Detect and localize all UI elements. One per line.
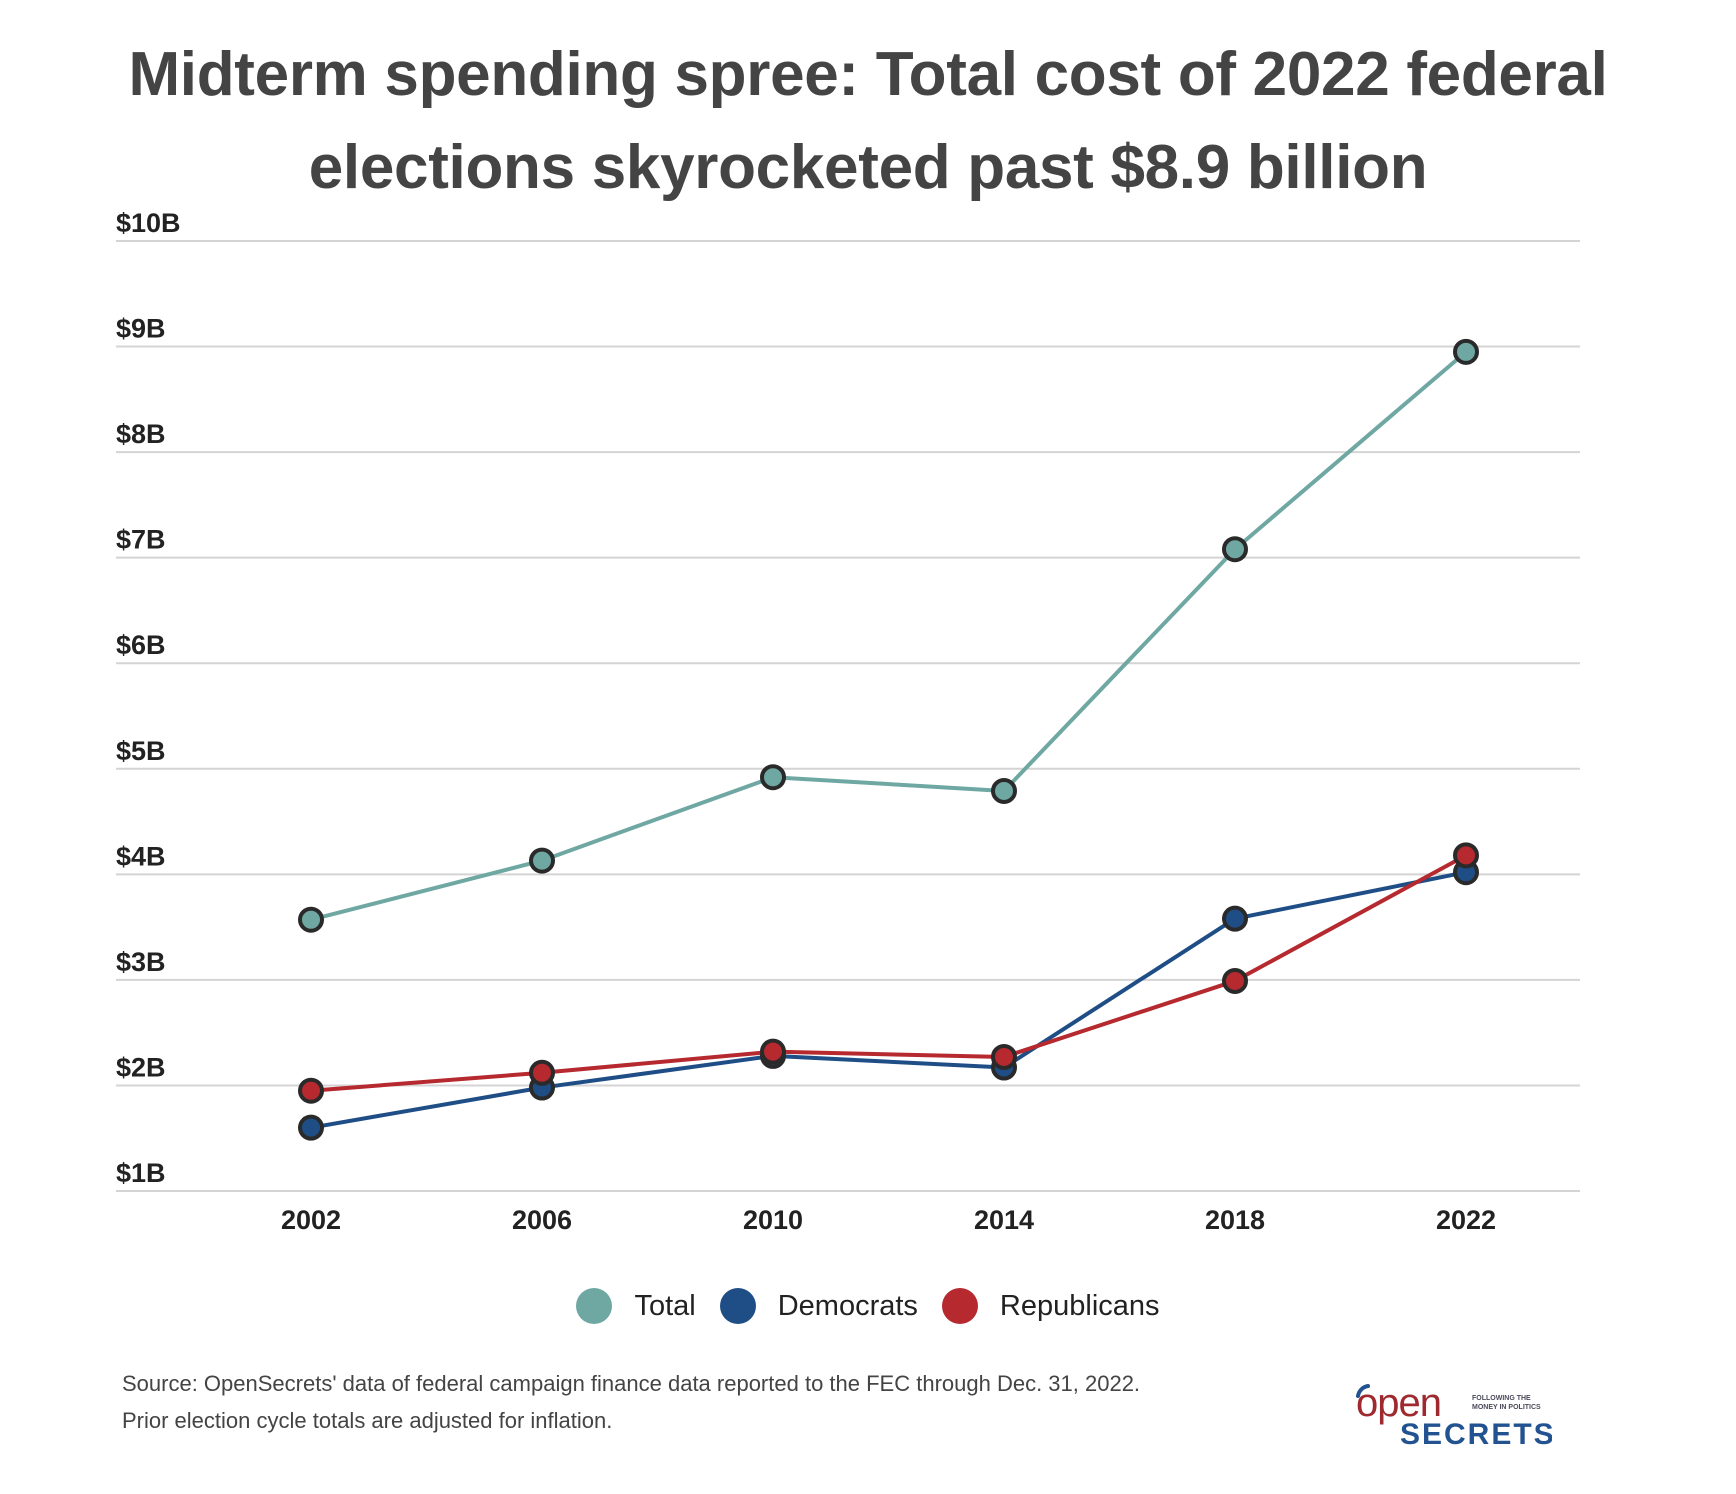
legend-swatch-total [576,1288,613,1324]
logo-tagline-2: MONEY IN POLITICS [1472,1404,1541,1411]
logo-word-secrets: SECRETS [1400,1418,1552,1448]
legend-item-total[interactable]: Total [576,1288,696,1324]
source-line-1: Source: OpenSecrets' data of federal cam… [122,1371,1141,1396]
series-lines [310,350,1468,1130]
x-tick-label: 2022 [1436,1205,1496,1235]
x-tick-label: 2002 [281,1205,341,1235]
data-point-total-2022 [1453,338,1479,365]
y-axis-ticks: $1B $2B $3B $4B $5B $6B $7B $8B $9B $10B [116,208,181,1188]
data-point-total-2018 [1222,536,1248,563]
data-point-democrats-2002 [298,1114,324,1141]
y-tick-label: $1B [116,1158,166,1188]
legend-item-democrats[interactable]: Democrats [719,1288,918,1324]
y-tick-label: $8B [116,419,166,449]
chart-title-line-2: elections skyrocketed past $8.9 billion [308,133,1428,202]
logo-word-open: open [1356,1381,1441,1425]
x-tick-label: 2018 [1205,1205,1265,1235]
y-tick-label: $3B [116,947,166,977]
gridlines [116,240,1580,1192]
opensecrets-logo[interactable]: open FOLLOWING THE MONEY IN POLITICS SEC… [1352,1378,1552,1448]
series-points [298,338,1479,1141]
x-tick-label: 2010 [743,1205,803,1235]
y-tick-label: $5B [116,736,166,766]
y-tick-label: $9B [116,314,166,344]
legend-label-democrats: Democrats [777,1289,918,1322]
data-point-total-2006 [529,847,555,874]
data-point-republicans-2018 [1222,967,1248,994]
legend-label-total: Total [634,1289,696,1322]
legend-label-republicans: Republicans [999,1289,1160,1322]
y-tick-label: $2B [116,1052,166,1082]
legend-swatch-democrats [719,1288,756,1324]
data-point-republicans-2006 [529,1059,555,1086]
chart-title-line-1: Midterm spending spree: Total cost of 20… [128,40,1608,109]
y-tick-label: $10B [116,208,181,238]
legend-swatch-republicans [941,1288,978,1324]
y-tick-label: $4B [116,841,166,871]
data-point-total-2002 [298,906,324,933]
data-point-republicans-2014 [991,1043,1017,1070]
chart-title: Midterm spending spree: Total cost of 20… [0,28,1736,214]
y-tick-label: $6B [116,630,166,660]
data-point-democrats-2018 [1222,905,1248,932]
x-tick-label: 2006 [512,1205,572,1235]
data-point-republicans-2022 [1453,842,1479,869]
series-line-democrats [310,870,1467,1130]
x-tick-label: 2014 [974,1205,1034,1235]
legend: Total Democrats Republicans [0,1288,1736,1324]
data-point-republicans-2002 [298,1077,324,1104]
source-note: Source: OpenSecrets' data of federal cam… [122,1365,1140,1439]
data-point-total-2014 [991,777,1017,804]
series-line-republicans [310,853,1467,1093]
data-point-republicans-2010 [760,1038,786,1065]
source-line-2: Prior election cycle totals are adjusted… [122,1408,613,1433]
legend-item-republicans[interactable]: Republicans [941,1288,1160,1324]
y-tick-label: $7B [116,525,166,555]
logo-tagline-1: FOLLOWING THE [1472,1395,1531,1402]
data-point-total-2010 [760,764,786,791]
logo-arc-icon [1356,1384,1370,1398]
series-line-total [310,350,1468,922]
x-axis-ticks: 2002 2006 2010 2014 2018 2022 [281,1205,1496,1235]
